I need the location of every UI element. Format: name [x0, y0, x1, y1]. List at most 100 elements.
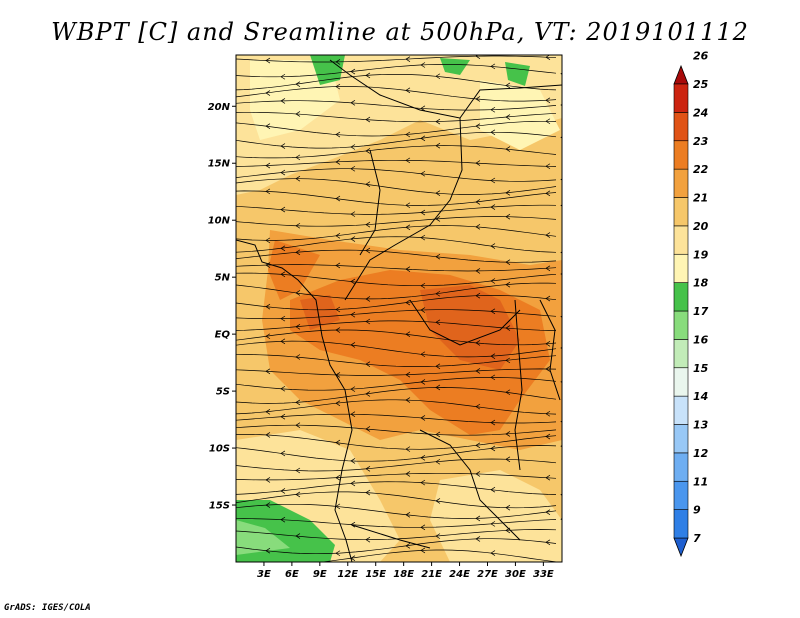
streamline-arrow — [505, 190, 511, 196]
streamline-arrow — [405, 331, 411, 338]
streamline-arrow — [365, 466, 371, 472]
streamline-arrow — [420, 351, 426, 358]
streamline-arrow — [475, 340, 481, 346]
streamline-arrow — [350, 311, 356, 318]
streamline-arrow — [435, 498, 441, 504]
streamline-arrow — [420, 170, 426, 177]
streamline-arrow — [405, 511, 411, 518]
streamline-arrow — [350, 236, 356, 242]
lat-label: EQ — [215, 330, 231, 341]
colorbar-label: 24 — [693, 106, 708, 119]
streamline-arrow — [420, 524, 426, 531]
latitude-axis: 20N 15N 10N 5N EQ 5S 10S 15S — [208, 102, 236, 512]
streamline-arrow — [560, 178, 562, 181]
streamline-arrow — [505, 213, 511, 220]
streamline-arrow — [295, 399, 301, 406]
streamline-arrow — [560, 251, 562, 254]
streamline-arrow — [365, 72, 371, 79]
streamline-arrow — [545, 295, 551, 302]
streamline-arrow — [435, 319, 441, 326]
streamline-arrow — [405, 266, 411, 272]
streamline-arrow — [435, 118, 441, 125]
streamline — [319, 549, 557, 562]
streamline-arrow — [435, 216, 441, 222]
streamline-arrow — [280, 98, 286, 104]
streamline — [236, 249, 557, 263]
streamline-arrow — [365, 148, 371, 154]
streamline-arrow — [475, 55, 481, 59]
streamline — [236, 64, 557, 78]
streamline-arrow — [505, 431, 511, 437]
streamline — [236, 111, 557, 123]
streamline-arrow — [505, 146, 511, 152]
streamline-arrow — [335, 262, 341, 269]
colorbar-swatch — [673, 339, 689, 369]
streamline-arrow — [365, 489, 371, 496]
streamline-arrow — [335, 159, 341, 165]
colorbar-swatch — [673, 253, 689, 283]
streamline-arrow — [420, 415, 426, 421]
streamline-arrow — [295, 323, 301, 330]
streamline-arrow — [350, 165, 356, 172]
streamline — [236, 264, 557, 272]
streamline-arrow — [420, 379, 426, 385]
streamline-arrow — [280, 488, 286, 494]
streamline-arrow — [545, 366, 551, 372]
streamline-arrow — [435, 73, 441, 80]
streamline-arrow — [545, 232, 551, 238]
streamline-arrow — [435, 384, 441, 391]
colorbar-label: 12 — [693, 447, 709, 460]
streamline — [236, 282, 557, 300]
streamline-arrow — [560, 204, 562, 207]
streamline-arrow — [505, 281, 511, 288]
streamline-arrow — [490, 63, 496, 70]
colorbar-swatch — [673, 225, 689, 255]
streamline-arrow — [265, 368, 271, 375]
streamline-arrow — [475, 96, 481, 102]
lon-label: 33E — [533, 569, 554, 580]
streamline-arrow — [490, 353, 496, 359]
streamline-arrow — [265, 303, 271, 310]
streamline-arrow — [435, 190, 441, 196]
streamline-arrow — [545, 190, 551, 197]
streamline — [236, 73, 557, 91]
streamline-arrow — [435, 431, 441, 438]
streamline-arrow — [560, 518, 562, 521]
streamline-arrow — [350, 411, 356, 418]
streamline-arrow — [405, 397, 411, 403]
colorbar-swatch — [673, 395, 689, 425]
streamline-arrow — [475, 224, 481, 230]
streamline — [236, 145, 557, 159]
streamline — [236, 458, 557, 472]
lat-label: 10N — [208, 216, 231, 227]
streamline-arrow — [545, 509, 551, 515]
streamline-arrow — [295, 222, 301, 229]
streamline-arrow — [435, 290, 441, 297]
lon-label: 12E — [337, 569, 358, 580]
colorbar-label: 21 — [693, 192, 708, 205]
streamline-arrow — [420, 307, 426, 313]
streamline-arrow — [265, 432, 271, 438]
streamline-arrow — [560, 445, 562, 448]
streamline-arrow — [350, 480, 356, 487]
streamline-arrow — [265, 547, 271, 554]
streamline-arrow — [405, 371, 411, 378]
colorbar-label: 18 — [693, 277, 709, 290]
map-frame — [235, 54, 563, 563]
streamline-arrow — [295, 467, 301, 474]
streamline-arrow — [405, 543, 411, 549]
streamline-arrow — [490, 419, 496, 426]
streamline-arrow — [280, 338, 286, 345]
streamline-arrow — [365, 296, 371, 302]
colorbar-label: 15 — [693, 362, 709, 375]
streamline-arrow — [295, 354, 301, 360]
colorbar-label: 9 — [693, 504, 701, 517]
streamline-arrow — [365, 361, 371, 367]
colorbar-swatch — [673, 140, 689, 170]
lat-label: 20N — [208, 102, 231, 113]
streamline-arrow — [295, 154, 301, 161]
streamline-arrow — [281, 563, 285, 568]
streamline-arrow — [475, 123, 481, 129]
colorbar-swatch — [673, 83, 689, 113]
colorbar-label: 19 — [693, 248, 709, 261]
